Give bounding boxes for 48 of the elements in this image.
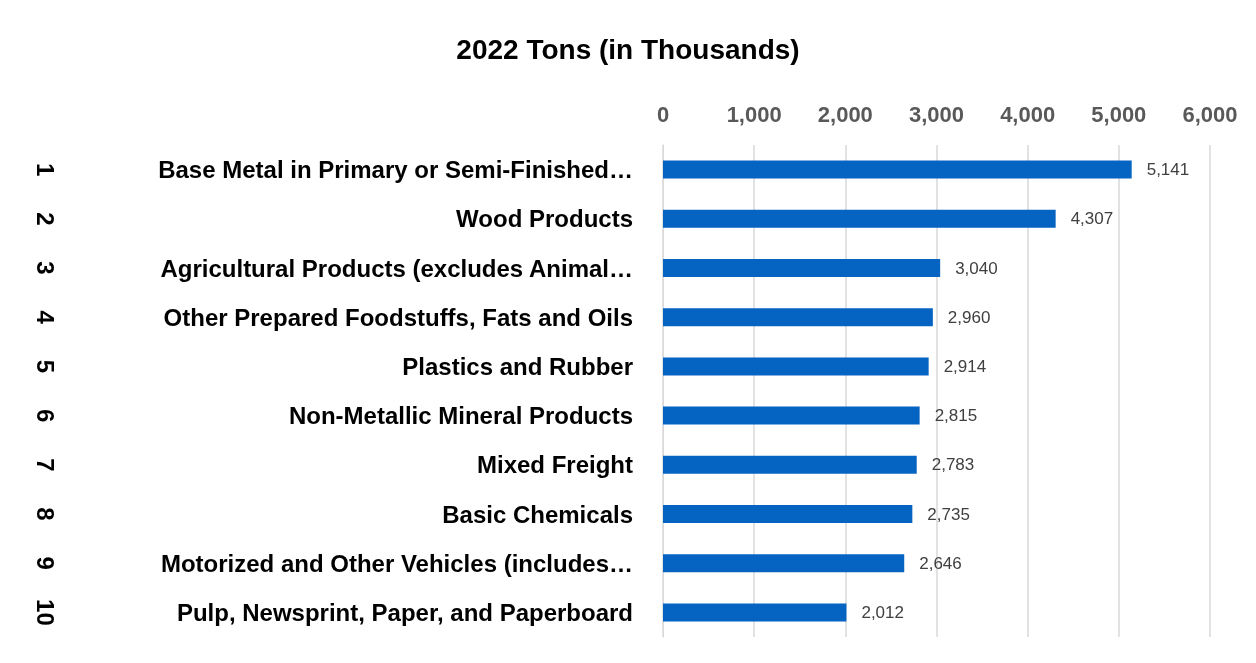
data-label: 2,646 [919,553,962,573]
x-tick-label: 6,000 [1182,101,1238,127]
x-tick-label: 1,000 [726,101,782,127]
bar [663,505,913,523]
y-tick-label: Motorized and Other Vehicles (includes… [160,549,633,577]
text: 5 [31,359,59,374]
text: 4 [31,310,59,325]
bar [663,160,1132,179]
chart-title: 2022 Tons (in Thousands) [456,33,800,65]
text: 8 [31,507,59,521]
y-tick-label: Basic Chemicals [442,500,633,528]
y-tick-label: Base Metal in Primary or Semi-Finished… [158,156,633,184]
bar [663,209,1056,228]
x-tick-label: 4,000 [1000,101,1056,127]
y-tick-label: Mixed Freight [476,451,633,479]
x-tick-label: 3,000 [908,101,965,127]
data-label: 2,012 [861,602,904,622]
bar [663,357,929,376]
text: 1 [31,162,59,177]
text: 3 [31,261,59,275]
bar [663,259,941,277]
bar [663,308,933,327]
data-label: 4,307 [1070,209,1114,229]
y-tick-label: Other Prepared Foodstuffs, Fats and Oils [163,303,633,331]
text: 9 [31,556,59,570]
bar [663,603,847,622]
data-label: 2,735 [927,504,970,524]
y-tick-label: Pulp, Newsprint, Paper, and Paperboard [176,598,633,626]
y-tick-label: Agricultural Products (excludes Animal… [160,254,633,282]
y-tick-label: Plastics and Rubber [402,352,633,380]
data-label: 3,040 [955,258,998,278]
text: 2 [31,212,59,226]
bar [663,455,917,474]
x-tick-label: 5,000 [1091,101,1147,127]
x-tick-label: 0 [656,101,670,127]
text: 6 [31,408,59,423]
bar [663,554,905,573]
y-tick-label: Non-Metallic Mineral Products [288,402,633,430]
text: 7 [31,458,59,472]
y-tick-label: Wood Products [456,205,633,233]
data-label: 2,783 [931,455,975,475]
text: 10 [31,599,59,626]
data-label: 2,815 [934,406,978,426]
data-label: 2,960 [947,307,991,327]
x-tick-label: 2,000 [817,101,873,127]
data-label: 2,914 [943,356,987,376]
data-label: 5,141 [1146,160,1190,180]
bar [663,406,920,425]
